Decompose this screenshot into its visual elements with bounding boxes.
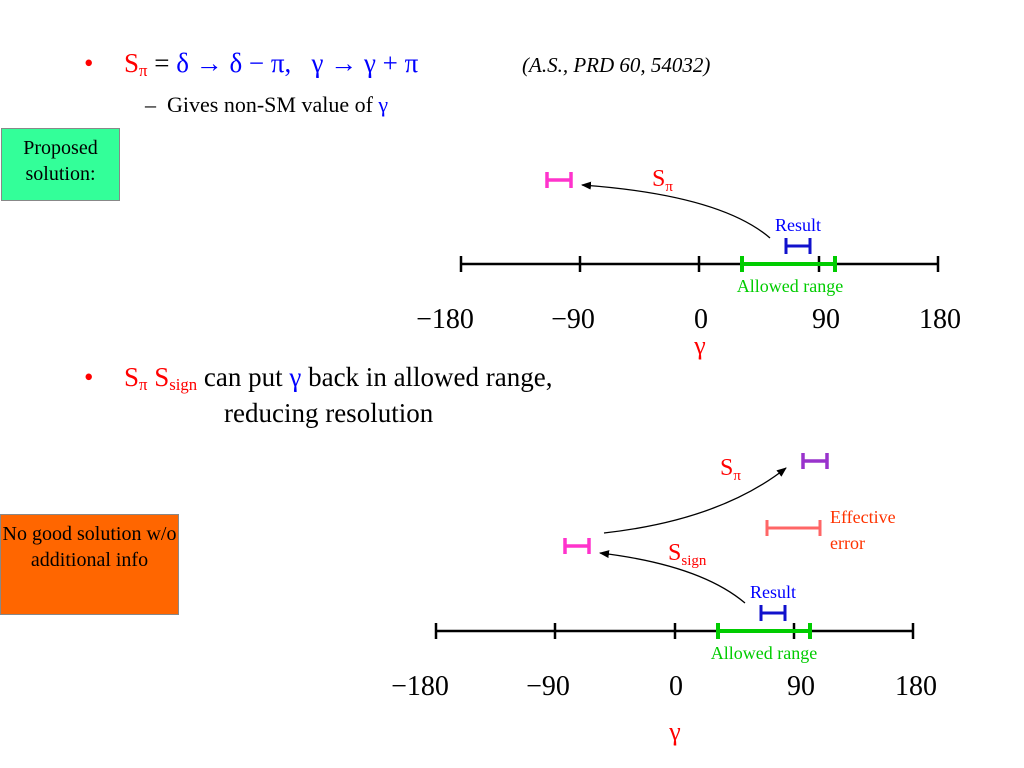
tick-label-1-neg180: −180 xyxy=(416,304,474,335)
allowed-range-label-2: Allowed range xyxy=(711,643,817,663)
s-pi-symbol-2: Sπ xyxy=(124,362,148,395)
effective-error-label-line-1: Effective xyxy=(830,507,896,527)
citation: (A.S., PRD 60, 54032) xyxy=(522,53,711,77)
tick-label-1-90: 90 xyxy=(812,304,840,335)
proposed-solution-label: Proposed solution: xyxy=(23,137,98,185)
result-label-1: Result xyxy=(775,215,821,235)
effective-error-bar xyxy=(765,520,822,536)
no-good-solution-label: No good solution w/o additional info xyxy=(2,523,177,571)
sub-bullet-text: Gives non-SM value of γ xyxy=(167,92,389,117)
diagram-1: Allowed range Result Sπ −180 −90 0 90 18… xyxy=(416,166,961,360)
sub-bullet-dash: – xyxy=(145,92,156,117)
tick-label-2-180: 180 xyxy=(895,671,937,702)
tick-label-1-neg90: −90 xyxy=(551,304,595,335)
tick-label-1-0: 0 xyxy=(694,304,708,335)
bullet-2-line-2: reducing resolution xyxy=(224,398,434,428)
tick-label-2-90: 90 xyxy=(787,671,815,702)
s-pi-error-bar-1 xyxy=(545,172,573,188)
result-label-2: Result xyxy=(750,582,796,602)
s-sign-error-bar xyxy=(563,538,591,554)
s-sign-label: Ssign xyxy=(668,540,707,569)
bullet-1-marker: • xyxy=(84,48,94,78)
gamma-symbol: γ xyxy=(378,92,389,117)
tick-label-2-neg90: −90 xyxy=(526,671,570,702)
allowed-range-bar-1 xyxy=(740,256,837,272)
diagram-2: Allowed range Result Ssign Sπ xyxy=(391,453,937,746)
tick-label-1-180: 180 xyxy=(919,304,961,335)
no-good-solution-box: No good solution w/o additional info xyxy=(0,514,179,615)
allowed-range-label-1: Allowed range xyxy=(737,276,843,296)
tick-label-2-neg180: −180 xyxy=(391,671,449,702)
gamma-symbol-2: γ xyxy=(289,362,302,392)
s-pi-label-2: Sπ xyxy=(720,455,741,484)
bullet-1-text: Sπ = δ → δ − π, γ → γ + π xyxy=(124,48,418,79)
s-pi-arrow-2 xyxy=(603,467,787,534)
s-pi-arrow-1 xyxy=(581,181,771,239)
tick-label-2-0: 0 xyxy=(669,671,683,702)
s-pi-label-1: Sπ xyxy=(652,166,673,195)
s-sign-arrow xyxy=(599,550,746,604)
s-pi-error-bar-2 xyxy=(801,453,829,469)
s-pi-symbol: Sπ xyxy=(124,48,148,81)
effective-error-label-line-2: error xyxy=(830,533,865,553)
bullet-2-text: Sπ Ssign can put γ back in allowed range… xyxy=(124,362,553,395)
result-error-bar-1 xyxy=(784,238,812,254)
axis-label-gamma-2: γ xyxy=(668,717,681,746)
allowed-range-bar-2 xyxy=(716,623,812,639)
transformation-formula: δ → δ − π, γ → γ + π xyxy=(176,48,419,78)
equals-sign: = xyxy=(154,48,170,78)
bullet-2-marker: • xyxy=(84,362,94,392)
axis-label-gamma-1: γ xyxy=(693,331,706,360)
proposed-solution-box: Proposed solution: xyxy=(1,128,120,201)
result-error-bar-2 xyxy=(759,605,787,621)
s-sign-symbol: Ssign xyxy=(154,362,198,395)
